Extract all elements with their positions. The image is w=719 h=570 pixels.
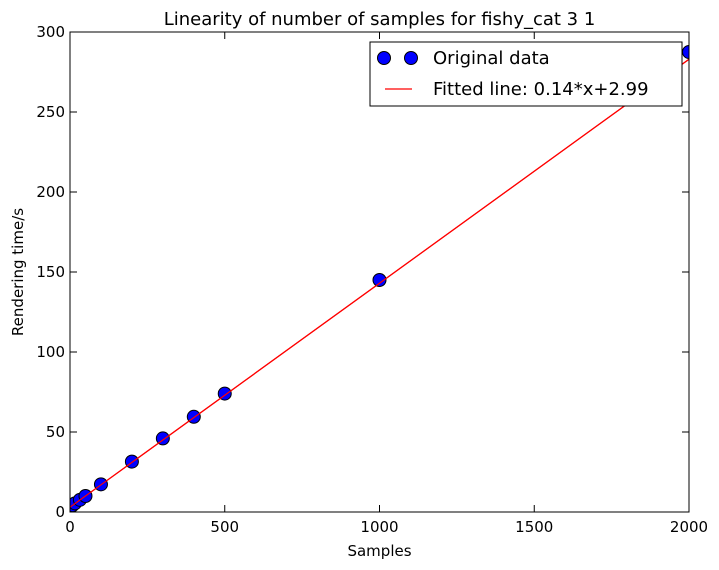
legend: Original data Fitted line: 0.14*x+2.99 bbox=[369, 41, 683, 107]
x-tick-label: 1000 bbox=[360, 518, 398, 536]
legend-box bbox=[369, 41, 683, 107]
y-tick-label: 50 bbox=[46, 423, 65, 441]
y-tick-label: 300 bbox=[36, 23, 65, 41]
x-tick-label: 500 bbox=[210, 518, 239, 536]
legend-label-original-data: Original data bbox=[433, 48, 550, 69]
data-point bbox=[372, 273, 387, 287]
y-axis: 0 50 100 150 200 250 300 bbox=[36, 23, 689, 521]
y-tick-label: 0 bbox=[55, 503, 65, 521]
legend-label-fitted-line: Fitted line: 0.14*x+2.99 bbox=[433, 79, 649, 100]
x-axis: 0 500 1000 1500 2000 bbox=[65, 32, 708, 536]
chart-title: Linearity of number of samples for fishy… bbox=[164, 9, 596, 30]
y-axis-label: Rendering time/s bbox=[9, 208, 27, 336]
x-tick-label: 2000 bbox=[670, 518, 708, 536]
x-tick-label: 1500 bbox=[515, 518, 553, 536]
legend-marker-original-1 bbox=[377, 51, 391, 65]
y-tick-label: 150 bbox=[36, 263, 65, 281]
y-tick-label: 100 bbox=[36, 343, 65, 361]
x-axis-label: Samples bbox=[347, 542, 411, 560]
x-tick-label: 0 bbox=[65, 518, 75, 536]
legend-marker-original-2 bbox=[404, 51, 418, 65]
y-tick-label: 200 bbox=[36, 183, 65, 201]
y-tick-label: 250 bbox=[36, 103, 65, 121]
fitted-line-overlay bbox=[70, 58, 689, 508]
plot-area bbox=[70, 45, 689, 512]
